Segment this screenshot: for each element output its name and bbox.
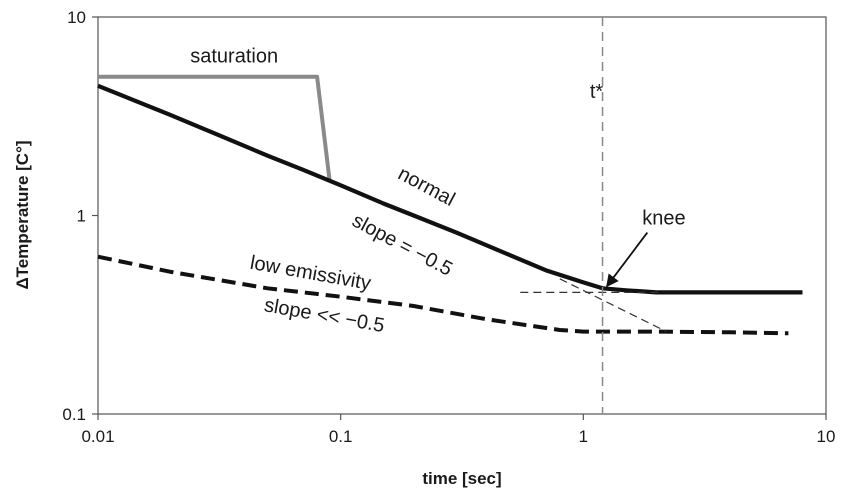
annotation-label: knee [642, 208, 685, 230]
series-group: t* [97, 17, 803, 414]
guide-line-4 [559, 278, 667, 333]
series-normal-line [97, 83, 803, 295]
x-axis-title: time [sec] [422, 469, 501, 488]
y-axis-title: ΔTemperature [C°] [13, 140, 32, 289]
y-tick-label: 10 [67, 8, 86, 27]
x-tick-label: 10 [817, 427, 836, 446]
x-tick-label: 1 [579, 427, 588, 446]
y-tick-label: 1 [77, 207, 86, 226]
y-tick-label: 0.1 [62, 405, 86, 424]
x-tick-label: 0.01 [81, 427, 114, 446]
annotation-label: saturation [190, 45, 278, 67]
series-saturation-line [98, 74, 332, 181]
annotation-label: normal [394, 163, 458, 211]
axis-ticks: 0.01 0.1 1 10 0.1 1 10 [62, 8, 835, 446]
t-star-label: t* [590, 81, 604, 103]
series-low-emissivity-line [97, 254, 789, 336]
annotation-label: slope = −0.5 [348, 210, 456, 281]
knee-arrow [606, 232, 649, 288]
x-tick-label: 0.1 [329, 427, 353, 446]
